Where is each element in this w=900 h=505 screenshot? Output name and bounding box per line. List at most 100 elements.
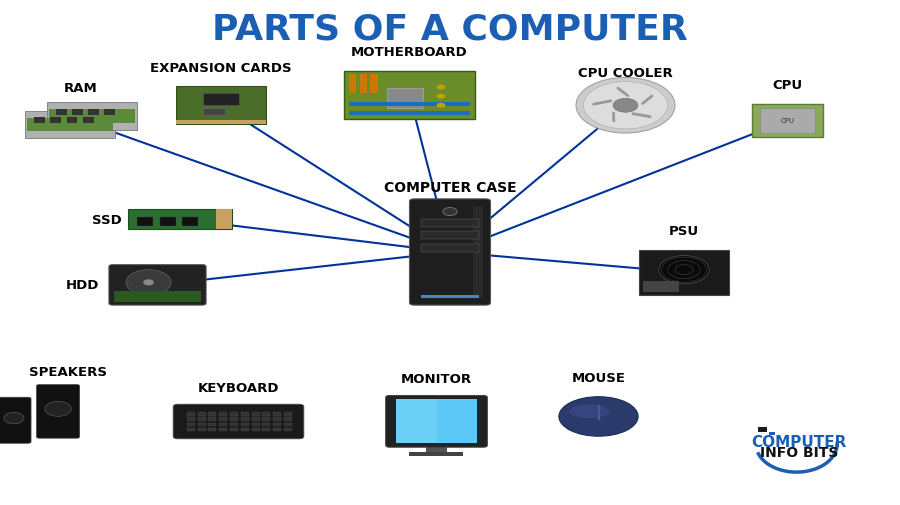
Bar bbox=[643, 282, 679, 293]
Circle shape bbox=[436, 104, 446, 109]
FancyBboxPatch shape bbox=[385, 396, 488, 447]
FancyBboxPatch shape bbox=[410, 199, 490, 306]
Bar bbox=[202, 109, 225, 116]
Bar bbox=[241, 428, 248, 431]
Bar bbox=[138, 217, 153, 226]
Bar bbox=[752, 105, 823, 137]
Text: MONITOR: MONITOR bbox=[400, 372, 472, 385]
Bar bbox=[187, 423, 195, 426]
Bar bbox=[263, 428, 271, 431]
Circle shape bbox=[583, 82, 668, 130]
Text: SPEAKERS: SPEAKERS bbox=[29, 366, 106, 379]
FancyBboxPatch shape bbox=[0, 397, 31, 443]
Bar bbox=[230, 423, 238, 426]
FancyBboxPatch shape bbox=[176, 87, 266, 125]
Bar bbox=[241, 423, 248, 426]
FancyArrowPatch shape bbox=[643, 97, 652, 105]
Bar bbox=[241, 413, 248, 416]
Bar bbox=[56, 110, 67, 116]
Text: COMPUTER CASE: COMPUTER CASE bbox=[383, 180, 517, 194]
Circle shape bbox=[4, 413, 24, 424]
Text: INFO BITS: INFO BITS bbox=[760, 445, 839, 459]
Text: KEYBOARD: KEYBOARD bbox=[198, 381, 279, 394]
Bar bbox=[252, 428, 260, 431]
FancyArrowPatch shape bbox=[618, 89, 628, 96]
Text: MOUSE: MOUSE bbox=[572, 371, 626, 384]
Bar bbox=[202, 93, 238, 106]
Bar bbox=[216, 210, 232, 229]
Bar bbox=[198, 423, 205, 426]
Bar bbox=[349, 75, 356, 93]
Bar bbox=[27, 118, 113, 132]
Text: HDD: HDD bbox=[66, 279, 99, 292]
Bar bbox=[187, 413, 195, 416]
Bar bbox=[396, 399, 436, 443]
Bar bbox=[396, 399, 477, 443]
Bar bbox=[128, 210, 232, 229]
Bar bbox=[160, 217, 176, 226]
FancyBboxPatch shape bbox=[36, 385, 79, 438]
Bar bbox=[230, 428, 238, 431]
Text: MOTHERBOARD: MOTHERBOARD bbox=[351, 46, 468, 59]
FancyBboxPatch shape bbox=[173, 405, 304, 439]
Bar bbox=[274, 418, 281, 421]
Text: EXPANSION CARDS: EXPANSION CARDS bbox=[149, 62, 292, 75]
Circle shape bbox=[443, 208, 457, 216]
Bar bbox=[274, 428, 281, 431]
Text: CPU: CPU bbox=[772, 79, 803, 92]
Bar bbox=[182, 217, 198, 226]
Bar bbox=[72, 110, 83, 116]
Text: CPU COOLER: CPU COOLER bbox=[578, 67, 673, 80]
Bar bbox=[344, 72, 475, 120]
Circle shape bbox=[45, 401, 71, 417]
Bar bbox=[426, 445, 447, 456]
Bar bbox=[88, 110, 99, 116]
Ellipse shape bbox=[570, 405, 609, 419]
Bar bbox=[209, 423, 217, 426]
Bar bbox=[49, 110, 135, 124]
FancyBboxPatch shape bbox=[47, 103, 137, 131]
FancyArrowPatch shape bbox=[594, 102, 611, 105]
Bar bbox=[263, 418, 271, 421]
Bar bbox=[241, 418, 248, 421]
Bar bbox=[421, 244, 479, 252]
Bar bbox=[220, 428, 227, 431]
Bar bbox=[284, 423, 292, 426]
Bar bbox=[220, 418, 227, 421]
Bar bbox=[209, 428, 217, 431]
Text: RAM: RAM bbox=[64, 82, 98, 95]
Circle shape bbox=[436, 85, 446, 90]
Bar bbox=[198, 418, 205, 421]
Text: SSD: SSD bbox=[92, 213, 122, 226]
Bar bbox=[209, 413, 217, 416]
Bar bbox=[410, 451, 464, 456]
Bar bbox=[371, 75, 378, 93]
Circle shape bbox=[576, 78, 675, 134]
Bar bbox=[198, 413, 205, 416]
Text: PSU: PSU bbox=[669, 225, 699, 238]
Bar bbox=[50, 118, 61, 124]
Ellipse shape bbox=[559, 397, 638, 436]
Bar bbox=[83, 118, 94, 124]
Bar bbox=[263, 413, 271, 416]
FancyArrowPatch shape bbox=[633, 115, 650, 118]
Bar bbox=[220, 423, 227, 426]
Bar bbox=[360, 75, 367, 93]
Bar bbox=[252, 423, 260, 426]
Bar bbox=[758, 427, 767, 432]
Bar bbox=[274, 423, 281, 426]
Bar bbox=[176, 120, 266, 125]
Circle shape bbox=[613, 99, 638, 113]
Bar bbox=[198, 428, 205, 431]
Bar bbox=[349, 112, 470, 116]
Bar bbox=[421, 232, 479, 240]
Bar bbox=[104, 110, 115, 116]
Bar bbox=[114, 291, 201, 302]
Circle shape bbox=[659, 256, 709, 284]
Bar bbox=[760, 109, 815, 133]
Bar bbox=[284, 428, 292, 431]
Circle shape bbox=[143, 280, 154, 286]
Bar bbox=[67, 118, 77, 124]
Bar bbox=[187, 418, 195, 421]
Circle shape bbox=[436, 94, 446, 99]
